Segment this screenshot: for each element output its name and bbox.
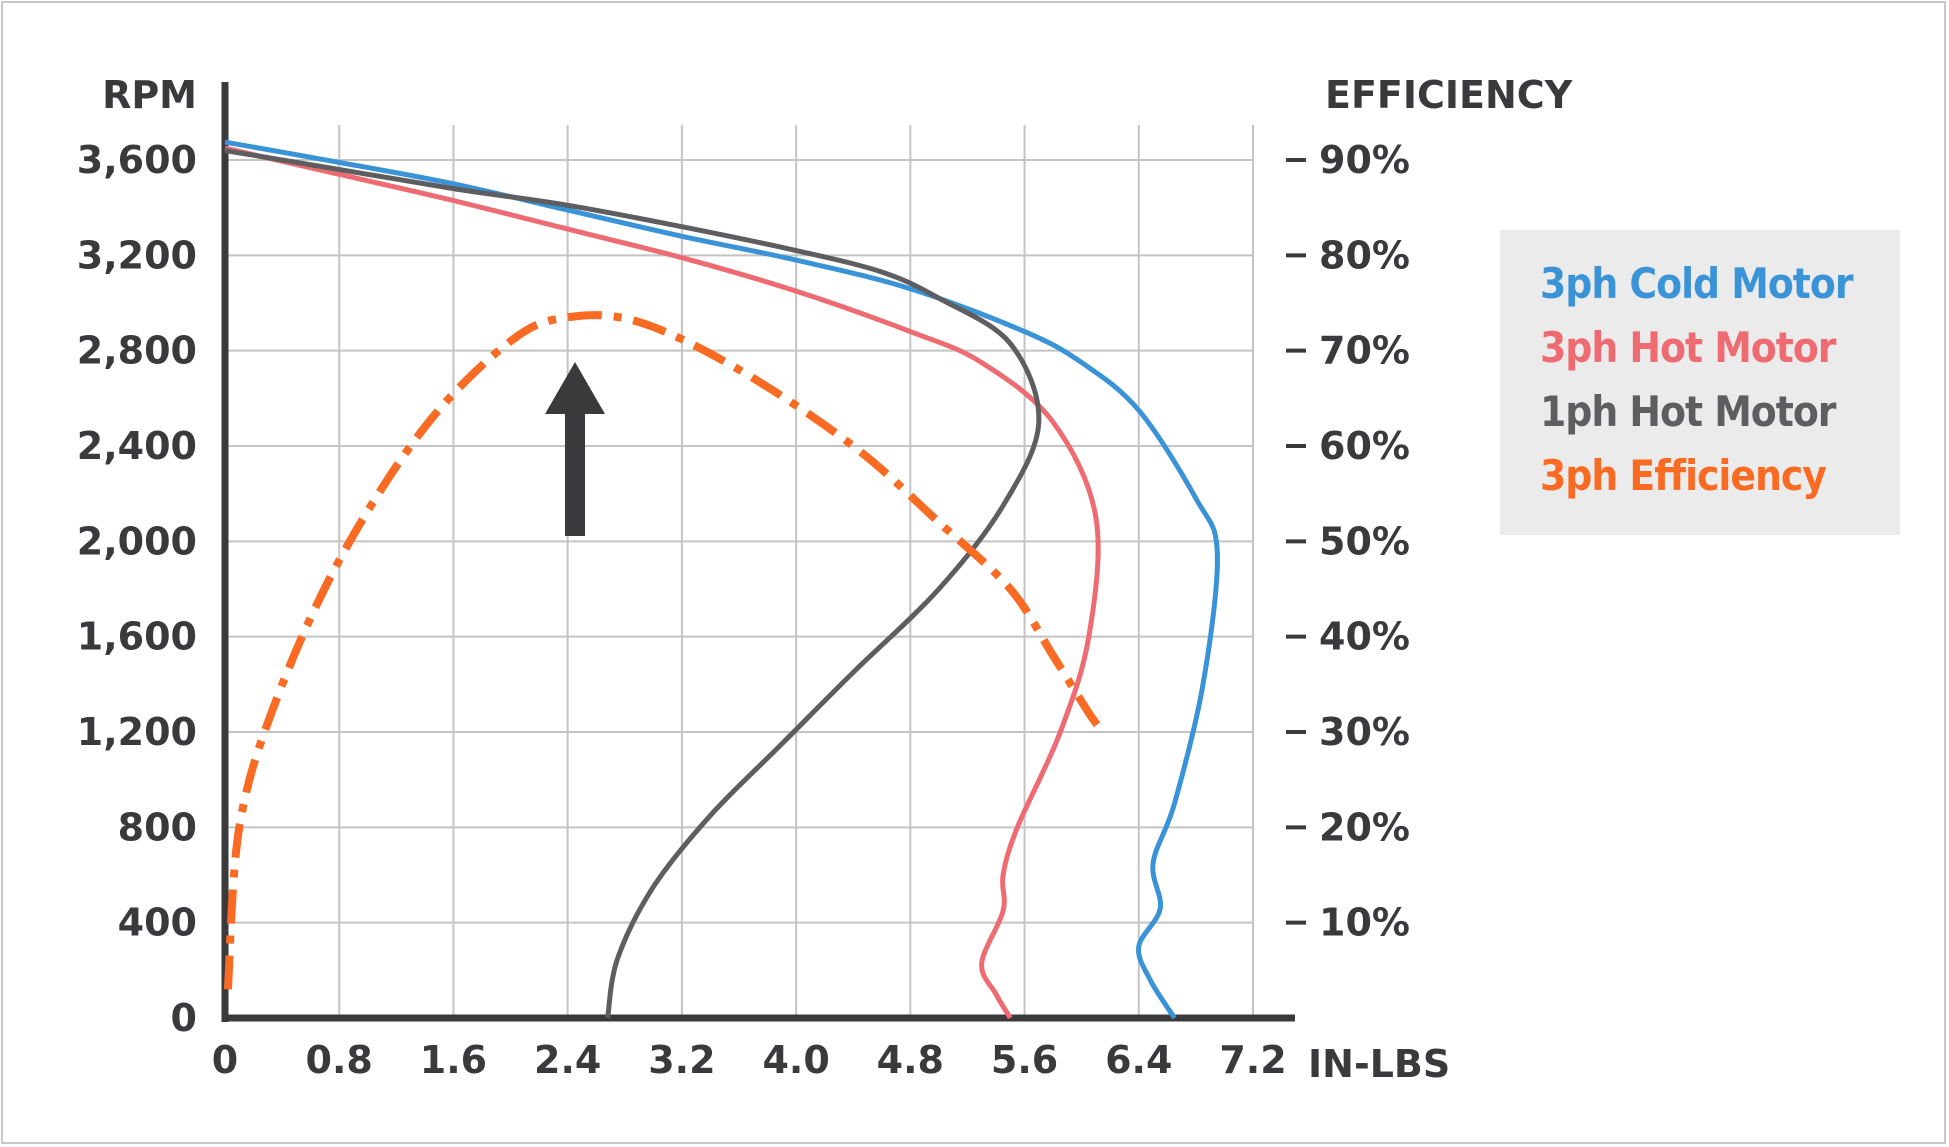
y2-tick-label: 20% <box>1319 805 1410 849</box>
x-tick-label: 0.8 <box>306 1038 373 1082</box>
x-tick-label: 7.2 <box>1219 1038 1286 1082</box>
y2-tick-label: 30% <box>1319 710 1410 754</box>
y-tick-label: 2,800 <box>77 329 197 373</box>
axes <box>221 82 1295 1022</box>
x-tick-label: 4.0 <box>762 1038 829 1082</box>
x-tick-label: 1.6 <box>420 1038 487 1082</box>
legend: 3ph Cold Motor 3ph Hot Motor 1ph Hot Mot… <box>1500 230 1900 535</box>
y-tick-label: 400 <box>118 901 197 945</box>
x-axis-title: IN-LBS <box>1308 1042 1450 1086</box>
legend-label-3: 3ph Efficiency <box>1540 451 1826 500</box>
legend-label-1: 3ph Hot Motor <box>1540 323 1837 372</box>
legend-label-2: 1ph Hot Motor <box>1540 387 1837 436</box>
tick-labels: 0 400 800 1,200 1,600 2,000 2,400 2,800 3,200 3,6… <box>77 138 1410 1082</box>
series-line-3ph-hot-motor <box>224 145 1101 1020</box>
y2-tick-label: 70% <box>1319 329 1410 373</box>
x-tick-label: 5.6 <box>991 1038 1058 1082</box>
x-tick-label: 2.4 <box>534 1038 601 1082</box>
up-arrow-icon <box>545 362 605 414</box>
y-tick-label: 0 <box>171 996 197 1040</box>
x-tick-label: 4.8 <box>877 1038 944 1082</box>
y-tick-label: 800 <box>118 805 197 849</box>
y2-tick-label: 10% <box>1319 901 1410 945</box>
x-tick-label: 3.2 <box>648 1038 715 1082</box>
y-tick-label: 2,000 <box>77 519 197 563</box>
y2-tick-label: 80% <box>1319 233 1410 277</box>
y-axis-title: RPM <box>102 73 197 117</box>
y2-tick-label: 90% <box>1319 138 1410 182</box>
legend-label-0: 3ph Cold Motor <box>1540 259 1854 308</box>
annotation-layer <box>545 362 605 536</box>
y2-tick-label: 50% <box>1319 519 1410 563</box>
series-line-3ph-cold-motor <box>224 139 1220 1020</box>
x-tick-label: 0 <box>212 1038 238 1082</box>
y2-axis-title: EFFICIENCY <box>1325 73 1573 117</box>
y-tick-label: 2,400 <box>77 424 197 468</box>
y-tick-label: 1,600 <box>77 615 197 659</box>
series-line-3ph-efficiency <box>223 311 1107 990</box>
series-layer <box>223 139 1220 1020</box>
y2-tick-label: 60% <box>1319 424 1410 468</box>
y-tick-label: 3,600 <box>77 138 197 182</box>
legend-background <box>1500 230 1900 535</box>
y-tick-label: 3,200 <box>77 233 197 277</box>
grid <box>225 125 1254 1018</box>
y2-tick-label: 40% <box>1319 615 1410 659</box>
y-tick-label: 1,200 <box>77 710 197 754</box>
arrow-shaft <box>565 412 585 536</box>
series-line-1ph-hot-motor <box>224 148 1042 1019</box>
x-tick-label: 6.4 <box>1105 1038 1172 1082</box>
